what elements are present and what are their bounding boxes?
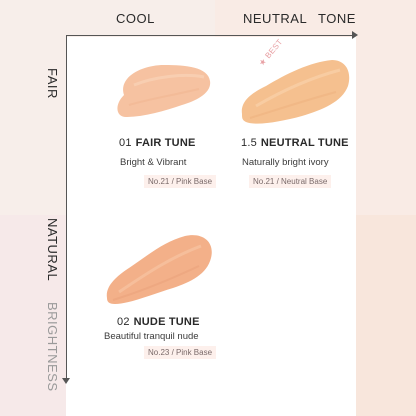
axis-label-natural: NATURAL bbox=[45, 218, 60, 282]
axis-label-brightness: BRIGHTNESS bbox=[45, 302, 60, 392]
shade-number: 02 bbox=[117, 316, 130, 328]
tone-axis-line bbox=[66, 35, 356, 36]
shade-title-neutral-tune: 1.5 NEUTRAL TUNE bbox=[241, 137, 349, 149]
axis-label-fair: FAIR bbox=[45, 68, 60, 99]
shade-description: Bright & Vibrant bbox=[120, 157, 187, 168]
axis-label-tone: TONE bbox=[318, 11, 356, 26]
shade-tag: No.21 / Neutral Base bbox=[249, 175, 332, 188]
brightness-axis-line bbox=[66, 35, 67, 380]
axis-label-neutral: NEUTRAL bbox=[243, 11, 308, 26]
shade-tag: No.23 / Pink Base bbox=[144, 346, 217, 359]
shade-description: Beautiful tranquil nude bbox=[104, 331, 199, 342]
shade-name: NUDE TUNE bbox=[133, 316, 200, 328]
shade-tag: No.21 / Pink Base bbox=[144, 175, 217, 188]
shade-title-fair-tune: 01 FAIR TUNE bbox=[119, 137, 196, 149]
shade-name: FAIR TUNE bbox=[135, 137, 196, 149]
swatch-fair-tune bbox=[117, 65, 211, 117]
arrow-right-icon bbox=[352, 31, 358, 39]
shade-number: 1.5 bbox=[241, 137, 257, 149]
shade-title-nude-tune: 02 NUDE TUNE bbox=[117, 316, 200, 328]
axis-label-cool: COOL bbox=[116, 11, 155, 26]
swatch-nude-tune bbox=[106, 235, 212, 304]
swatch-neutral-tune bbox=[241, 60, 350, 124]
shade-number: 01 bbox=[119, 137, 132, 149]
arrow-down-icon bbox=[62, 378, 70, 384]
shade-name: NEUTRAL TUNE bbox=[260, 137, 349, 149]
shade-description: Naturally bright ivory bbox=[242, 157, 329, 168]
